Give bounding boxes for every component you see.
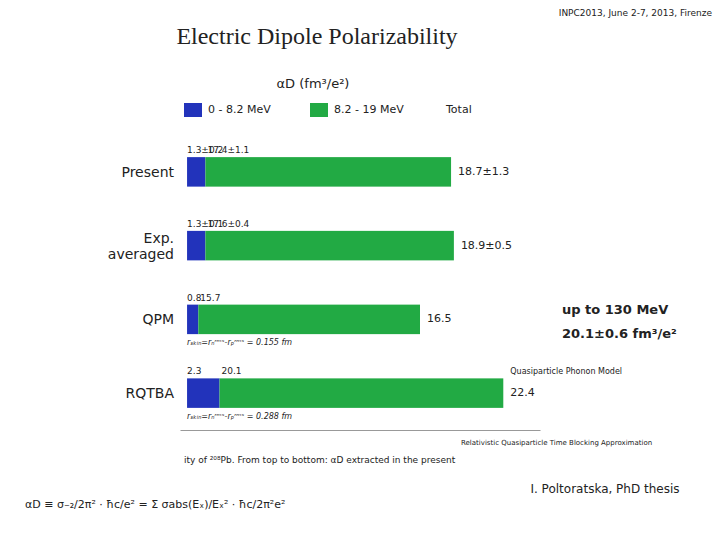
data-label: 2.3: [187, 366, 201, 376]
data-label: 15.7: [200, 293, 220, 303]
data-label: 20.1: [222, 366, 242, 376]
row-note: rₛₖᵢₙ=rₙʳᵐˢ-rₚʳᵐˢ = 0.155 fm: [187, 338, 292, 347]
side-note: 20.1±0.6 fm³/e²: [562, 326, 677, 341]
bar: [198, 305, 420, 335]
bar: [187, 378, 219, 408]
bar: [205, 231, 453, 261]
bar: [205, 157, 451, 187]
category-label: Exp.averaged: [108, 230, 174, 262]
legend-label: Total: [445, 103, 472, 116]
axis-line: [181, 430, 541, 431]
total-label: 18.7±1.3: [458, 165, 509, 178]
total-label: 16.5: [427, 312, 452, 325]
header: INPC2013, June 2-7, 2013, Firenze: [559, 8, 713, 18]
footnote: Relativistic Quasiparticle Time Blocking…: [461, 439, 652, 447]
row-note: rₛₖᵢₙ=rₙʳᵐˢ-rₚʳᵐˢ = 0.288 fm: [187, 412, 292, 421]
legend-swatch: [184, 103, 202, 117]
category-label: Present: [121, 164, 174, 180]
subtitle: αD (fm³/e²): [277, 76, 350, 91]
chart: 1.3±0.21.3±0.10.82.317.4±1.117.6±0.415.7…: [0, 0, 720, 540]
data-label: 17.6±0.4: [207, 219, 249, 229]
data-label: 17.4±1.1: [207, 145, 249, 155]
bars: [187, 157, 503, 408]
row-top-note: Quasiparticle Phonon Model: [510, 367, 622, 376]
legend-swatch: [310, 103, 328, 117]
caption: ity of ²⁰⁸Pb. From top to bottom: αD ext…: [184, 455, 456, 465]
bar: [220, 378, 504, 408]
x-axis: [181, 430, 541, 431]
legend: 0 - 8.2 MeV 8.2 - 19 MeV Total: [184, 103, 472, 117]
category-label: QPM: [142, 311, 174, 327]
legend-label: 0 - 8.2 MeV: [208, 103, 271, 116]
side-note: up to 130 MeV: [562, 302, 668, 317]
bar: [187, 305, 198, 335]
bar: [187, 231, 205, 261]
labels: 1.3±0.21.3±0.10.82.317.4±1.117.6±0.415.7…: [108, 145, 622, 421]
total-label: 22.4: [510, 386, 535, 399]
category-label: RQTBA: [126, 385, 175, 401]
title: Electric Dipole Polarizability: [176, 23, 457, 49]
formula: αD ≡ σ₋₂/2π² · ħc/e² = Σ σabs(Eₓ)/Eₓ² · …: [25, 498, 285, 511]
credit: I. Poltoratska, PhD thesis: [530, 482, 679, 496]
total-label: 18.9±0.5: [461, 239, 512, 252]
legend-label: 8.2 - 19 MeV: [334, 103, 404, 116]
bar: [187, 157, 205, 187]
